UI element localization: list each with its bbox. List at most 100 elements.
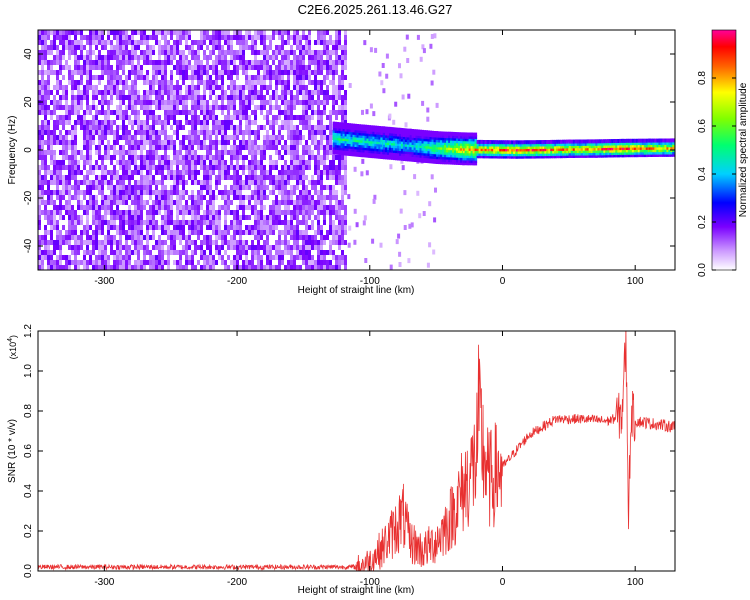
heatmap-cell [221,155,224,160]
heatmap-cell [173,235,176,240]
heatmap-cell [320,35,323,40]
heatmap-cell [155,205,158,210]
heatmap-cell [44,215,47,220]
heatmap-cell [164,75,167,80]
heatmap-cell [236,90,239,95]
heatmap-cell [354,138,357,143]
heatmap-cell [236,35,239,40]
heatmap-cell [239,215,242,220]
heatmap-cell [92,240,95,245]
heatmap-cell [65,150,68,155]
heatmap-cell [83,110,86,115]
heatmap-cell [71,75,74,80]
heatmap-cell [38,60,41,65]
heatmap-cell [344,220,347,225]
heatmap-cell [83,180,86,185]
heatmap-cell [230,90,233,95]
heatmap-cell [116,130,119,135]
heatmap-cell [421,144,424,149]
heatmap-cell [342,151,346,156]
heatmap-cell [209,35,212,40]
heatmap-cell [305,200,308,205]
heatmap-cell [41,180,44,185]
heatmap-cell [374,128,377,132]
heatmap-cell [421,156,424,161]
heatmap-cell [230,200,233,205]
heatmap-cell [360,138,363,143]
heatmap-cell [173,150,176,155]
heatmap-cell [431,154,434,159]
heatmap-cell [65,255,68,260]
heatmap-cell [113,30,116,35]
heatmap-cell [284,125,287,130]
heatmap-cell [71,250,74,255]
heatmap-cell [446,158,449,163]
heatmap-cell [56,225,59,230]
heatmap-cell [431,157,434,162]
heatmap-cell [354,126,357,131]
heatmap-cell [346,142,349,147]
heatmap-cell [107,55,110,60]
heatmap-cell [239,150,242,155]
heatmap-cell [269,230,272,235]
heatmap-cell [200,35,203,40]
heatmap-cell [209,195,212,200]
heatmap-cell [230,45,233,50]
heatmap-cell [179,175,182,180]
heatmap-cell [460,151,463,156]
heatmap-cell [65,130,68,135]
heatmap-cell [430,80,434,86]
heatmap-cell [209,65,212,70]
heatmap-cell [149,160,152,165]
heatmap-cell [269,55,272,60]
heatmap-cell [393,129,396,134]
heatmap-cell [336,124,340,129]
heatmap-cell [299,140,302,145]
heatmap-cell [278,200,281,205]
heatmap-cell [98,180,101,185]
heatmap-cell [335,55,338,60]
heatmap-cell [44,240,47,245]
heatmap-cell [409,157,413,162]
heatmap-cell [143,125,146,130]
heatmap-cell [323,200,326,205]
heatmap-cell [257,180,260,185]
heatmap-cell [74,40,77,45]
heatmap-cell [245,110,248,115]
heatmap-cell [146,160,149,165]
heatmap-cell [128,190,131,195]
heatmap-cell [86,200,89,205]
heatmap-cell [266,235,269,240]
heatmap-cell [122,120,125,125]
heatmap-cell [224,90,227,95]
heatmap-cell [200,105,203,110]
heatmap-cell [89,70,92,75]
heatmap-cell [308,165,311,170]
heatmap-cell [47,185,50,190]
heatmap-cell [83,230,86,235]
heatmap-cell [338,225,341,230]
heatmap-cell [287,265,290,270]
heatmap-cell [122,195,125,200]
heatmap-cell [155,180,158,185]
heatmap-cell [254,175,257,180]
heatmap-cell [263,55,266,60]
heatmap-cell [176,205,179,210]
heatmap-cell [185,40,188,45]
heatmap-cell [397,149,400,154]
heatmap-cell [164,80,167,85]
heatmap-cell [131,85,134,90]
heatmap-cell [452,148,455,153]
heatmap-cell [167,155,170,160]
heatmap-cell [224,220,227,225]
heatmap-cell [62,95,65,100]
heatmap-cell [245,75,248,80]
heatmap-cell [146,95,149,100]
heatmap-cell [419,141,422,146]
heatmap-cell [320,40,323,45]
heatmap-cell [305,190,308,195]
heatmap-cell [370,132,373,137]
heatmap-cell [119,115,122,120]
heatmap-cell [209,235,212,240]
heatmap-cell [290,90,293,95]
